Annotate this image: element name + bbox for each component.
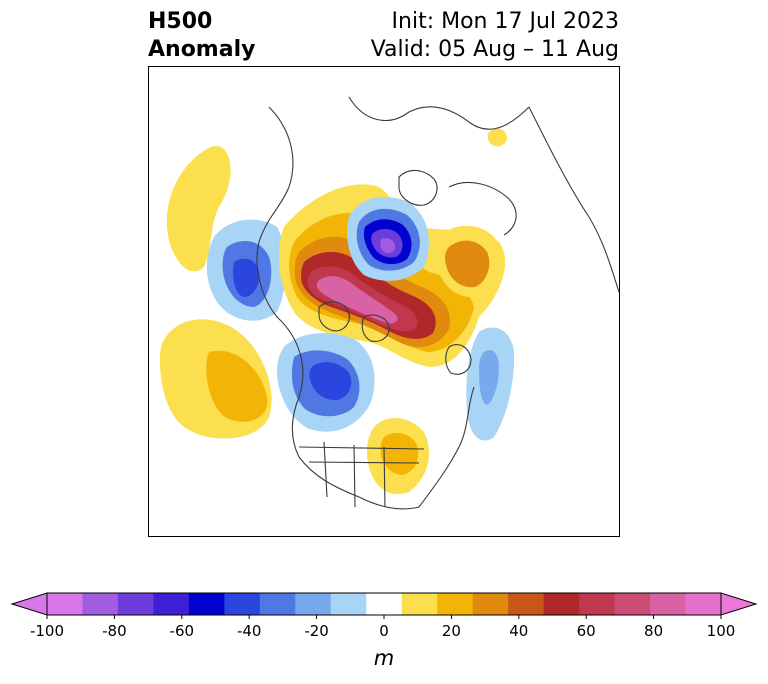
colorbar-tick-label: -40	[237, 622, 262, 640]
anomaly-region-alaska-trough-core	[233, 258, 260, 297]
anomaly-map-canvas	[159, 96, 619, 510]
colorbar-ticks: -100 -80 -60 -40 -20 0 20 40 60 80 100	[30, 615, 735, 640]
valid-time: Valid: 05 Aug – 11 Aug	[370, 37, 619, 62]
anomaly-region-far-east-ridge	[487, 128, 507, 147]
colorbar-bin	[508, 593, 545, 615]
colorbar-bin	[295, 593, 332, 615]
colorbar-under-arrow	[10, 592, 48, 616]
coastlines	[256, 96, 619, 510]
colorbar-bin	[543, 593, 580, 615]
colorbar-bin	[366, 593, 403, 615]
colorbar-bin	[153, 593, 190, 615]
colorbar-bin	[330, 593, 367, 615]
colorbar-tick-label: -100	[30, 622, 64, 640]
colorbar-bin	[472, 593, 509, 615]
colorbar-bin	[224, 593, 261, 615]
anomaly-region-pacific-ridge	[166, 145, 231, 272]
colorbar-bin	[82, 593, 119, 615]
colorbar-bin	[47, 593, 83, 615]
colorbar-tick-label: -60	[170, 622, 195, 640]
anomaly-region-eastern-us-ridge-core	[380, 432, 419, 475]
anomaly-region-atlantic-trough-core	[479, 350, 499, 405]
colorbar-bin	[401, 593, 438, 615]
colorbar-bin	[685, 593, 722, 615]
anomaly-region-polar-low-core	[380, 238, 396, 254]
title-line-2: Anomaly	[148, 37, 256, 62]
colorbar-bin	[188, 593, 225, 615]
colorbar-bin	[437, 593, 474, 615]
anomaly-region-arctic-ridge-core	[316, 276, 398, 324]
anomaly-region-pacific-ridge-core	[206, 350, 268, 422]
anomaly-map	[148, 66, 620, 537]
colorbar-tick-label: -80	[102, 622, 127, 640]
colorbar-bin	[259, 593, 296, 615]
colorbar-tick-label: 40	[509, 622, 528, 640]
colorbar-tick-label: 100	[707, 622, 736, 640]
colorbar-tick-label: 20	[442, 622, 461, 640]
forecast-times: Init: Mon 17 Jul 2023 Valid: 05 Aug – 11…	[371, 8, 619, 64]
colorbar-tick-label: -20	[304, 622, 329, 640]
colorbar-bin	[579, 593, 616, 615]
colorbar-unit: m	[373, 646, 395, 670]
colorbar: -100 -80 -60 -40 -20 0 20 40 60 80 100	[10, 592, 758, 640]
colorbar-tick-label: 0	[379, 622, 389, 640]
anomaly-region-canada-trough-core	[309, 362, 352, 401]
colorbar-bin	[614, 593, 651, 615]
colorbar-bin	[650, 593, 687, 615]
colorbar-bin	[117, 593, 154, 615]
colorbar-tick-label: 60	[577, 622, 596, 640]
colorbar-bins	[10, 592, 758, 616]
map-title: H500 Anomaly	[148, 8, 255, 64]
anomaly-region-siberia-ridge-core	[445, 240, 490, 288]
colorbar-over-arrow	[720, 592, 758, 616]
init-time: Init: Mon 17 Jul 2023	[391, 9, 619, 34]
title-line-1: H500	[148, 9, 213, 34]
colorbar-tick-label: 80	[644, 622, 663, 640]
